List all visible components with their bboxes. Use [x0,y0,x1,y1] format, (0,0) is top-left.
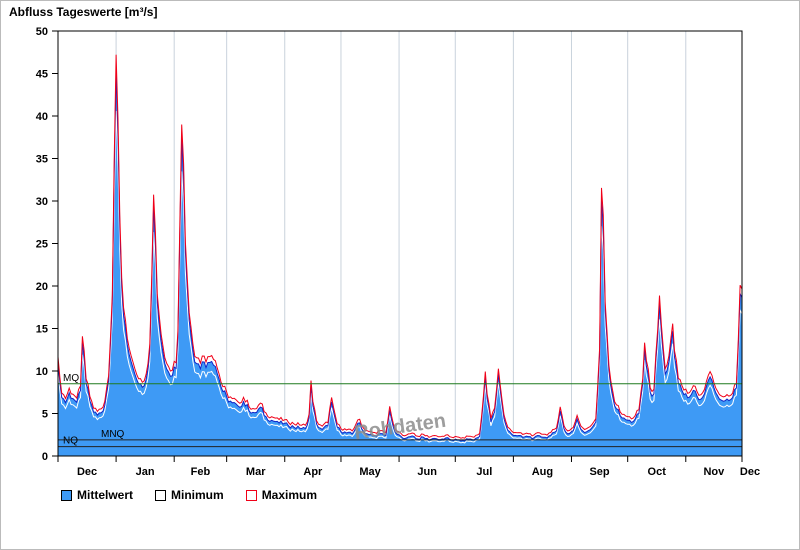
legend-label-mittelwert: Mittelwert [77,488,134,502]
maximum-swatch-icon [245,489,257,501]
y-axis: 0 5 10 15 20 25 30 35 40 45 50 [36,26,58,463]
legend-label-minimum: Minimum [171,488,224,502]
reference-label-mq: MQ [63,373,79,384]
reference-label-mnq: MNQ [101,429,125,440]
reference-line-mnq: MNQ [58,429,742,441]
series-mittelwert-line [57,72,743,442]
minimum-swatch-icon [155,489,167,501]
y-tick-label: 5 [42,409,48,421]
reference-line-nq: NQ [58,436,742,448]
x-month-label: Jul [476,466,492,478]
chart-legend: Mittelwert Minimum Maximum [61,488,317,502]
mittelwert-swatch-icon [61,489,72,501]
y-tick-label: 0 [42,451,48,463]
chart-title: Abfluss Tageswerte [m³/s] [9,5,158,19]
y-tick-label: 45 [36,69,48,81]
legend-item-mittelwert: Mittelwert [61,488,133,502]
y-tick-label: 10 [36,366,48,378]
x-month-label: Mar [246,466,266,478]
series-mittelwert-area [58,72,742,456]
reference-line-mq: MQ [58,373,742,385]
y-tick-label: 40 [36,111,48,123]
legend-item-maximum: Maximum [245,488,318,502]
y-tick-label: 30 [36,196,48,208]
y-tick-label: 20 [36,281,48,293]
x-month-label: Jan [136,466,155,478]
x-month-label: Apr [303,466,323,478]
x-month-label: Aug [532,466,553,478]
x-month-label: Dec [77,466,97,478]
series-maximum-line [57,54,743,439]
y-tick-label: 35 [36,154,48,166]
x-month-label: Nov [703,466,725,478]
series-minimum-line [57,110,743,444]
x-month-label: Feb [191,466,211,478]
legend-label-maximum: Maximum [261,488,318,502]
y-tick-label: 25 [36,239,48,251]
y-tick-label: 15 [36,324,48,336]
legend-item-minimum: Minimum [155,488,224,502]
x-month-label: Jun [417,466,437,478]
x-month-label: May [359,466,381,478]
x-month-label: Dec [740,466,760,478]
reference-label-nq: NQ [63,436,78,447]
y-tick-label: 50 [36,26,48,38]
x-month-label: Sep [589,466,609,478]
x-axis: Dec Jan Feb Mar Apr May Jun Jul Aug Sep Oct Nov Dec [57,456,760,478]
x-month-label: Oct [648,466,667,478]
